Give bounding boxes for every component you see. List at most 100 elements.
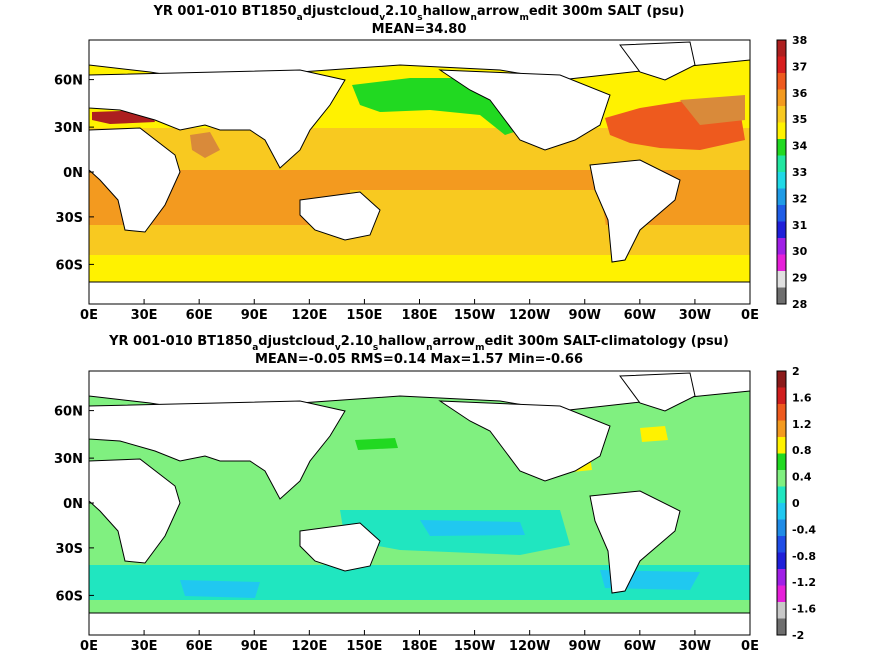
title-part: m — [519, 13, 528, 23]
africa-land — [89, 127, 181, 233]
x-tick-label: 150W — [454, 639, 495, 654]
x-tick-label: 120E — [291, 308, 327, 323]
x-tick-label: 0E — [741, 639, 759, 654]
bottom-panel: YR 001-010 BT1850adjustcloudv2.10shallow… — [54, 334, 816, 654]
antarctica-land — [89, 281, 750, 304]
colorbar-tick-label: 36 — [792, 87, 808, 100]
colorbar-segment — [777, 254, 786, 272]
x-tick-label: 90W — [569, 639, 601, 654]
south-pacific-tongue — [350, 190, 610, 250]
x-tick-label: 90W — [569, 308, 601, 323]
north-atlantic-core — [680, 95, 745, 125]
title-part: v — [335, 343, 341, 353]
africa-land — [89, 458, 181, 564]
colorbar-tick-label: 32 — [792, 192, 807, 205]
colorbar-segment — [777, 73, 786, 90]
colorbar-segment — [777, 89, 786, 107]
colorbar-segment — [777, 387, 786, 405]
x-tick-label: 0E — [80, 308, 98, 323]
colorbar-segment — [777, 437, 786, 454]
arabian-sea-salty — [190, 132, 220, 158]
gulf-stream-positive — [640, 426, 668, 442]
south-america-land — [589, 490, 681, 594]
title-part: 2.10 — [341, 334, 373, 349]
bottom-subtitle: MEAN=-0.05 RMS=0.14 Max=1.57 Min=-0.66 — [255, 352, 583, 367]
colorbar-tick-label: 35 — [792, 113, 807, 126]
y-tick-label: 60N — [54, 74, 83, 89]
colorbar-segment — [777, 371, 786, 388]
y-tick-label: 60N — [54, 405, 83, 420]
x-tick-label: 150E — [346, 308, 382, 323]
colorbar-segment — [777, 536, 786, 553]
title-part: hallow — [378, 334, 426, 349]
title-part: m — [475, 343, 484, 353]
x-tick-label: 120W — [509, 639, 550, 654]
title-part: YR 001-010 BT1850 — [108, 334, 252, 349]
x-tick-label: 30W — [679, 639, 711, 654]
y-tick-label: 60S — [56, 589, 83, 604]
title-part: s — [417, 13, 422, 23]
continents-bottom — [89, 371, 750, 635]
colorbar-segment — [777, 155, 786, 173]
colorbar-tick-label: 38 — [792, 34, 807, 47]
x-tick-label: 60E — [186, 639, 213, 654]
colorbar-tick-label: 37 — [792, 60, 807, 73]
colorbar-tick-label: 2 — [792, 365, 800, 378]
colorbar-segment — [777, 470, 786, 487]
eurasia-land — [89, 400, 346, 500]
colorbar-tick-label: 0 — [792, 497, 800, 510]
x-tick-label: 90E — [241, 308, 268, 323]
north-america-land — [438, 69, 611, 151]
title-part: s — [373, 343, 378, 353]
top-panel: YR 001-010 BT1850adjustcloudv2.10shallow… — [54, 4, 808, 323]
title-part: djustcloud — [303, 4, 380, 19]
colorbar-segment — [777, 602, 786, 619]
title-part: n — [470, 13, 476, 23]
australia-land — [299, 191, 381, 241]
y-tick-label: 30S — [56, 542, 83, 557]
colorbar-segment — [777, 139, 786, 156]
title-part: arrow — [433, 334, 476, 349]
colorbar-tick-label: 34 — [792, 140, 808, 153]
colorbar-segment — [777, 453, 786, 471]
x-tick-label: 60W — [624, 308, 656, 323]
colorbar-segment — [777, 420, 786, 438]
colorbar-tick-label: -1.2 — [792, 576, 816, 589]
indian-ocean-patch — [180, 580, 260, 598]
y-tick-label: 0N — [63, 497, 83, 512]
colorbar-segment — [777, 271, 786, 288]
title-part: djustcloud — [258, 334, 335, 349]
y-tick-label: 60S — [56, 258, 83, 273]
title-part: hallow — [423, 4, 471, 19]
top-subtitle: MEAN=34.80 — [372, 22, 467, 37]
x-tick-label: 0E — [80, 639, 98, 654]
colorbar-segment — [777, 569, 786, 586]
x-tick-label: 180E — [401, 639, 437, 654]
colorbar-frame — [776, 370, 787, 636]
colorbar-tick-label: 33 — [792, 166, 807, 179]
colorbar-tick-label: 28 — [792, 298, 807, 311]
colorbar-tick-label: 0.8 — [792, 444, 812, 457]
australia-land — [299, 522, 381, 572]
y-tick-label: 0N — [63, 166, 83, 181]
colorbar-segment — [777, 585, 786, 603]
title-part: a — [297, 13, 303, 23]
greenland-land — [619, 41, 696, 81]
bottom-x-axis: 0E 30E 60E 90E 120E 150E 180E 150W 120W 90W 60W 30W… — [80, 630, 759, 654]
x-tick-label: 120E — [291, 639, 327, 654]
colorbar-frame — [776, 39, 787, 305]
title-part: edit 300m SALT-climatology (psu) — [484, 334, 728, 349]
colorbar-tick-label: 30 — [792, 245, 808, 258]
north-america-land — [438, 400, 611, 482]
bottom-title: YR 001-010 BT1850adjustcloudv2.10shallow… — [108, 334, 729, 353]
colorbar-segment — [777, 519, 786, 537]
y-tick-label: 30N — [54, 121, 83, 136]
top-x-axis: 0E 30E 60E 90E 120E 150E 180E 150W 120W 90W 60W 30W… — [80, 299, 759, 323]
colorbar-segment — [777, 404, 786, 421]
title-part: v — [379, 13, 385, 23]
top-map — [89, 40, 750, 304]
antarctica-land — [89, 612, 750, 635]
title-part: arrow — [477, 4, 520, 19]
title-part: YR 001-010 BT1850 — [152, 4, 296, 19]
